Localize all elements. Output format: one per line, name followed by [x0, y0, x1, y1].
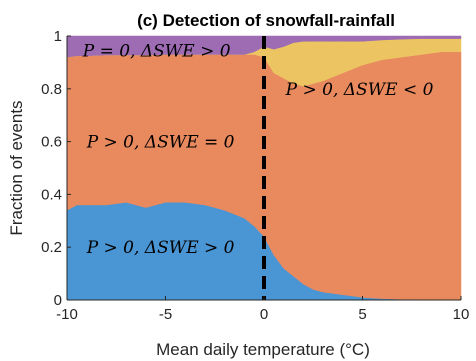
plot-area: P = 0, ΔSWE > 0 P > 0, ΔSWE < 0 P > 0, ΔSW… — [66, 35, 462, 301]
y-axis-ticks: 0 0.2 0.4 0.6 0.8 1 — [41, 28, 71, 309]
x-tick-label: -5 — [159, 306, 172, 323]
x-tick-label: 0 — [260, 306, 268, 323]
y-tick-label: 0.4 — [41, 186, 62, 203]
y-tick-label: 0.8 — [41, 81, 62, 98]
chart-title: (c) Detection of snowfall-rainfall — [137, 11, 395, 30]
x-tick-label: -10 — [56, 306, 78, 323]
region-label-2: P > 0, ΔSWE < 0 — [285, 80, 434, 100]
y-tick-label: 0.2 — [41, 239, 62, 256]
y-tick-label: 0 — [54, 292, 62, 309]
x-axis-ticks: -10 -5 0 5 10 — [56, 296, 469, 323]
x-tick-label: 5 — [358, 306, 366, 323]
region-label-3: P > 0, ΔSWE = 0 — [86, 133, 235, 153]
y-axis-title: Fraction of events — [7, 100, 26, 235]
region-label-4: P > 0, ΔSWE > 0 — [86, 238, 235, 258]
y-tick-label: 0.6 — [41, 134, 62, 151]
region-label-1: P = 0, ΔSWE > 0 — [82, 42, 231, 62]
x-tick-label: 10 — [453, 306, 470, 323]
x-axis-title: Mean daily temperature (°C) — [156, 340, 370, 359]
y-tick-label: 1 — [54, 28, 62, 45]
